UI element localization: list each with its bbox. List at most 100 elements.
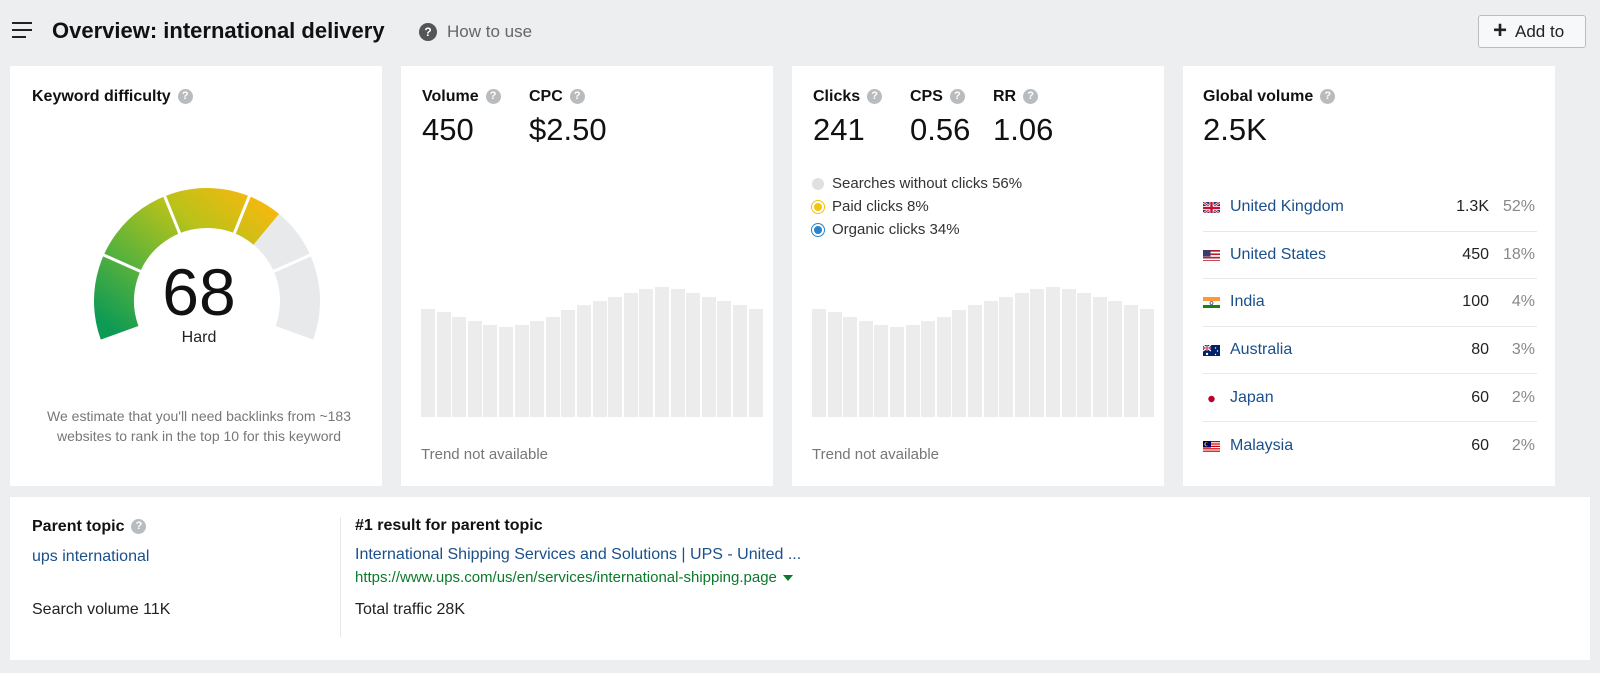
trend-bar — [921, 321, 936, 417]
trend-bar — [436, 311, 451, 417]
parent-topic-label: Parent topic? — [32, 518, 147, 536]
country-link[interactable]: Australia — [1230, 341, 1293, 359]
malaysia-flag-icon — [1203, 440, 1220, 452]
trend-bar — [812, 309, 826, 417]
country-volume: 80 — [1471, 341, 1489, 359]
how-to-use-label: How to use — [447, 22, 533, 41]
country-share: 3% — [1511, 341, 1535, 359]
trend-bar — [1124, 304, 1138, 417]
trend-bar — [686, 292, 701, 417]
difficulty-score: 68 — [162, 255, 236, 329]
top-result-title-link[interactable]: International Shipping Services and Solu… — [355, 546, 802, 563]
parent-search-volume: Search volume 11K — [32, 601, 171, 618]
help-icon[interactable]: ? — [131, 518, 147, 534]
global-volume-value: 2.5K — [1203, 112, 1267, 147]
country-row: Japan 60 2% — [1203, 374, 1537, 422]
difficulty-level: Hard — [181, 329, 217, 346]
trend-note: Trend not available — [812, 446, 940, 463]
top-result-url[interactable]: https://www.ups.com/us/en/services/inter… — [355, 569, 793, 586]
country-link[interactable]: Japan — [1230, 388, 1274, 406]
legend-dot — [812, 223, 824, 236]
country-share: 4% — [1511, 293, 1535, 311]
country-row: Malaysia 60 2% — [1203, 422, 1537, 470]
rr-value: 1.06 — [993, 112, 1054, 147]
country-row: United Kingdom 1.3K 52% — [1203, 184, 1537, 232]
clicks-value: 241 — [813, 112, 865, 147]
help-icon: ? — [419, 23, 437, 41]
legend-item-no-clicks: Searches without clicks 56% — [812, 172, 1022, 195]
trend-bar — [1077, 292, 1092, 417]
help-icon[interactable]: ? — [1023, 88, 1039, 104]
country-link[interactable]: Malaysia — [1230, 436, 1294, 454]
cpc-label: CPC? — [529, 88, 585, 106]
menu-icon[interactable] — [12, 22, 32, 38]
country-row: Australia 80 3% — [1203, 327, 1537, 375]
trend-bar — [968, 304, 982, 417]
us-flag-icon — [1203, 249, 1220, 261]
parent-topic-card: Parent topic? ups international Search v… — [10, 497, 1590, 660]
trend-bar — [983, 300, 998, 417]
parent-topic-link[interactable]: ups international — [32, 548, 150, 565]
trend-bar — [639, 288, 654, 417]
help-icon[interactable]: ? — [1320, 88, 1336, 104]
help-icon[interactable]: ? — [569, 88, 585, 104]
country-link[interactable]: United States — [1230, 245, 1327, 263]
gauge-segment-gap — [162, 193, 182, 236]
gauge-segment-gap — [101, 252, 143, 274]
cpc-value: $2.50 — [529, 112, 607, 147]
add-to-button[interactable]: + Add to — [1478, 15, 1586, 48]
trend-note: Trend not available — [421, 446, 549, 463]
legend-dot — [812, 200, 824, 213]
trend-bar — [890, 326, 904, 417]
difficulty-note: We estimate that you'll need backlinks f… — [47, 408, 351, 444]
trend-bar — [514, 325, 529, 417]
top-result-label: #1 result for parent topic — [355, 517, 543, 534]
page-title: Overview: international delivery — [52, 18, 385, 43]
keyword-difficulty-label: Keyword difficulty? — [32, 88, 193, 106]
country-list: United Kingdom 1.3K 52% United States 45… — [1203, 184, 1537, 470]
trend-bar — [467, 321, 482, 417]
india-flag-icon — [1203, 296, 1220, 309]
trend-bar — [1108, 300, 1123, 417]
trend-bar — [592, 300, 607, 417]
trend-bar — [843, 317, 858, 417]
country-row: India 100 4% — [1203, 279, 1537, 327]
keyword-difficulty-card: Keyword difficulty? 68 Hard We estimate … — [10, 66, 382, 486]
country-volume: 1.3K — [1456, 198, 1489, 216]
trend-bar — [561, 310, 576, 417]
top-result-traffic: Total traffic 28K — [355, 601, 465, 618]
country-share: 52% — [1502, 198, 1535, 216]
difficulty-gauge — [94, 188, 320, 340]
trend-bar — [483, 325, 498, 417]
legend-item-paid: Paid clicks 8% — [812, 195, 1022, 218]
how-to-use-link[interactable]: ? How to use — [419, 21, 532, 43]
trend-bar — [874, 325, 889, 417]
trend-bar — [608, 296, 623, 417]
trend-bar — [733, 304, 747, 417]
country-volume: 100 — [1462, 293, 1489, 311]
trend-bar — [936, 317, 951, 417]
legend-dot — [812, 177, 824, 190]
help-icon[interactable]: ? — [177, 88, 193, 104]
trend-bar — [421, 309, 435, 417]
clicks-legend: Searches without clicks 56% Paid clicks … — [812, 172, 1022, 241]
chevron-down-icon[interactable] — [782, 574, 793, 581]
cps-value: 0.56 — [910, 112, 971, 147]
help-icon[interactable]: ? — [949, 88, 965, 104]
country-share: 18% — [1502, 245, 1535, 263]
trend-bar — [452, 317, 467, 417]
country-link[interactable]: United Kingdom — [1230, 198, 1344, 216]
help-icon[interactable]: ? — [867, 88, 883, 104]
global-volume-label: Global volume? — [1203, 88, 1336, 106]
add-to-label: Add to — [1515, 21, 1565, 41]
legend-item-organic: Organic clicks 34% — [812, 218, 1022, 241]
trend-bar — [499, 326, 513, 417]
rr-label: RR? — [993, 88, 1039, 106]
country-link[interactable]: India — [1230, 293, 1265, 311]
uk-flag-icon — [1203, 201, 1220, 214]
gauge-segment-gap — [271, 252, 313, 274]
global-volume-card: Global volume? 2.5K United Kingdom 1.3K … — [1183, 66, 1555, 486]
trend-bar — [952, 310, 967, 417]
help-icon[interactable]: ? — [485, 88, 501, 104]
trend-bar — [1139, 309, 1154, 417]
